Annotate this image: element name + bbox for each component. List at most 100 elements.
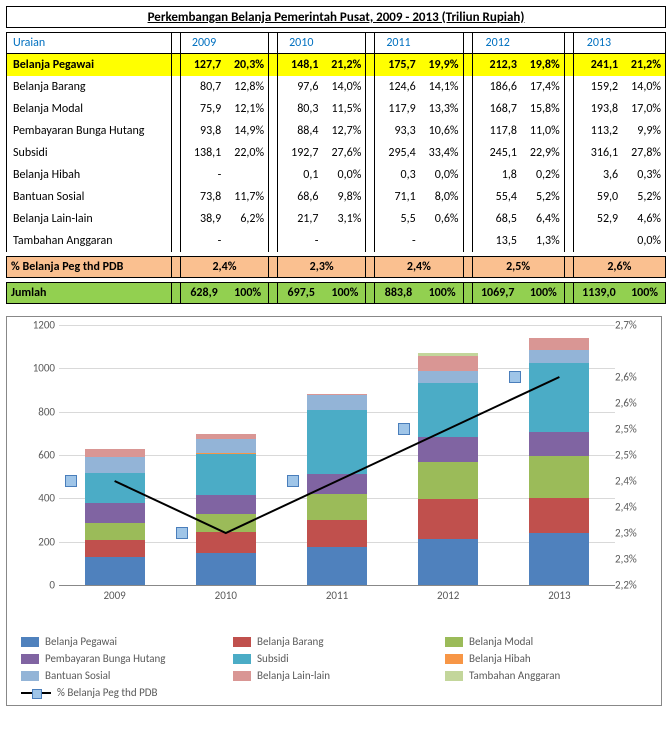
bar-segment — [196, 514, 256, 531]
x-tick-label: 2013 — [509, 589, 609, 602]
legend-label: Tambahan Anggaran — [469, 669, 560, 682]
bar-segment — [418, 462, 478, 499]
table-row: Pembayaran Bunga Hutang93,814,9%88,412,7… — [6, 120, 666, 142]
legend-swatch — [233, 671, 251, 681]
bar-segment — [529, 338, 589, 349]
legend-label: Belanja Hibah — [469, 652, 531, 665]
x-tick-label: 2011 — [287, 589, 387, 602]
table-row: Belanja Lain-lain38,96,2%21,73,1%5,50,6%… — [6, 208, 666, 230]
bar-segment — [85, 540, 145, 557]
bar-segment — [307, 410, 367, 474]
bar-segment — [196, 439, 256, 454]
total-row: Jumlah 628,9100% 697,5100% 883,8100% 106… — [6, 282, 666, 304]
bar-segment — [85, 449, 145, 457]
bar-segment — [85, 557, 145, 585]
bar-segment — [529, 456, 589, 498]
bar-segment — [85, 523, 145, 539]
bar-segment — [307, 547, 367, 585]
bar-segment — [85, 457, 145, 473]
line-marker — [176, 527, 188, 539]
legend-swatch — [21, 654, 39, 664]
table-row: Tambahan Anggaran---13,51,3%0,0% — [6, 230, 666, 252]
legend-item: % Belanja Peg thd PDB — [21, 686, 221, 699]
row-label: Belanja Barang — [6, 76, 172, 98]
y-axis-left: 020040060080010001200 — [15, 325, 55, 585]
legend-swatch — [21, 671, 39, 681]
y-axis-right: 2,2%2,3%2,3%2,4%2,4%2,5%2,5%2,6%2,6%2,7% — [615, 325, 655, 585]
legend-swatch — [233, 654, 251, 664]
bar-segment — [196, 454, 256, 496]
line-marker — [65, 475, 77, 487]
bar-segment — [196, 532, 256, 553]
pdb-row: % Belanja Peg thd PDB 2,4% 2,3% 2,4% 2,5… — [6, 256, 666, 278]
bar-segment — [418, 383, 478, 436]
table-row: Bantuan Sosial73,811,7%68,69,8%71,18,0%5… — [6, 186, 666, 208]
chart-legend: Belanja Pegawai Belanja Barang Belanja Mod… — [15, 633, 653, 701]
legend-swatch — [233, 637, 251, 647]
bar-segment — [529, 533, 589, 585]
legend-swatch — [445, 654, 463, 664]
x-tick-label: 2010 — [176, 589, 276, 602]
bar-segment — [85, 503, 145, 523]
legend-label: Subsidi — [257, 652, 289, 665]
legend-item: Belanja Modal — [445, 635, 645, 648]
line-marker — [287, 475, 299, 487]
legend-item: Tambahan Anggaran — [445, 669, 645, 682]
bar-segment — [307, 474, 367, 494]
legend-item: Belanja Barang — [233, 635, 433, 648]
line-marker — [398, 423, 410, 435]
bar-segment — [418, 539, 478, 585]
legend-item: Belanja Hibah — [445, 652, 645, 665]
table-row: Belanja Pegawai127,720,3%148,121,2%175,7… — [6, 54, 666, 76]
table-row: Belanja Modal75,912,1%80,311,5%117,913,3… — [6, 98, 666, 120]
bar-segment — [307, 520, 367, 547]
header-uraian: Uraian — [6, 32, 172, 54]
bar-segment — [196, 553, 256, 585]
table-title: Perkembangan Belanja Pemerintah Pusat, 2… — [6, 6, 666, 28]
bar-segment — [196, 495, 256, 514]
legend-label: Bantuan Sosial — [45, 669, 110, 682]
x-tick-label: 2012 — [398, 589, 498, 602]
legend-label: Belanja Modal — [469, 635, 533, 648]
legend-swatch — [21, 637, 39, 647]
bar-segment — [529, 498, 589, 532]
bar-column — [529, 338, 589, 585]
total-label: Jumlah — [6, 282, 172, 304]
bar-column — [196, 434, 256, 585]
bar-column — [418, 353, 478, 585]
bar-segment — [418, 499, 478, 539]
legend-item: Belanja Pegawai — [21, 635, 221, 648]
row-label: Belanja Lain-lain — [6, 208, 172, 230]
row-label: Subsidi — [6, 142, 172, 164]
spending-table: Perkembangan Belanja Pemerintah Pusat, 2… — [6, 6, 666, 304]
header-year: 2010 — [277, 32, 324, 54]
x-tick-label: 2009 — [65, 589, 165, 602]
legend-swatch — [445, 637, 463, 647]
row-label: Bantuan Sosial — [6, 186, 172, 208]
legend-label: Pembayaran Bunga Hutang — [45, 652, 165, 665]
bar-segment — [529, 363, 589, 431]
legend-item: Pembayaran Bunga Hutang — [21, 652, 221, 665]
row-label: Belanja Hibah — [6, 164, 172, 186]
bar-segment — [418, 356, 478, 371]
header-year: 2011 — [374, 32, 421, 54]
table-row: Subsidi138,122,0%192,727,6%295,433,4%245… — [6, 142, 666, 164]
line-marker — [509, 371, 521, 383]
bar-column — [85, 449, 145, 585]
bar-segment — [418, 371, 478, 383]
legend-label: Belanja Pegawai — [45, 635, 117, 648]
legend-item: Belanja Lain-lain — [233, 669, 433, 682]
table-row: Belanja Hibah-0,10,0%0,30,0%1,80,2%3,60,… — [6, 164, 666, 186]
bar-segment — [529, 350, 589, 363]
bar-column — [307, 394, 367, 585]
header-year: 2009 — [180, 32, 227, 54]
x-axis-labels: 2009 2010 2011 2012 2013 — [59, 589, 615, 609]
legend-item: Subsidi — [233, 652, 433, 665]
legend-line-swatch — [21, 688, 51, 698]
legend-swatch — [445, 671, 463, 681]
legend-label: Belanja Barang — [257, 635, 324, 648]
table-row: Belanja Barang80,712,8%97,614,0%124,614,… — [6, 76, 666, 98]
chart-bars — [59, 325, 615, 585]
legend-item: Bantuan Sosial — [21, 669, 221, 682]
bar-segment — [307, 494, 367, 520]
